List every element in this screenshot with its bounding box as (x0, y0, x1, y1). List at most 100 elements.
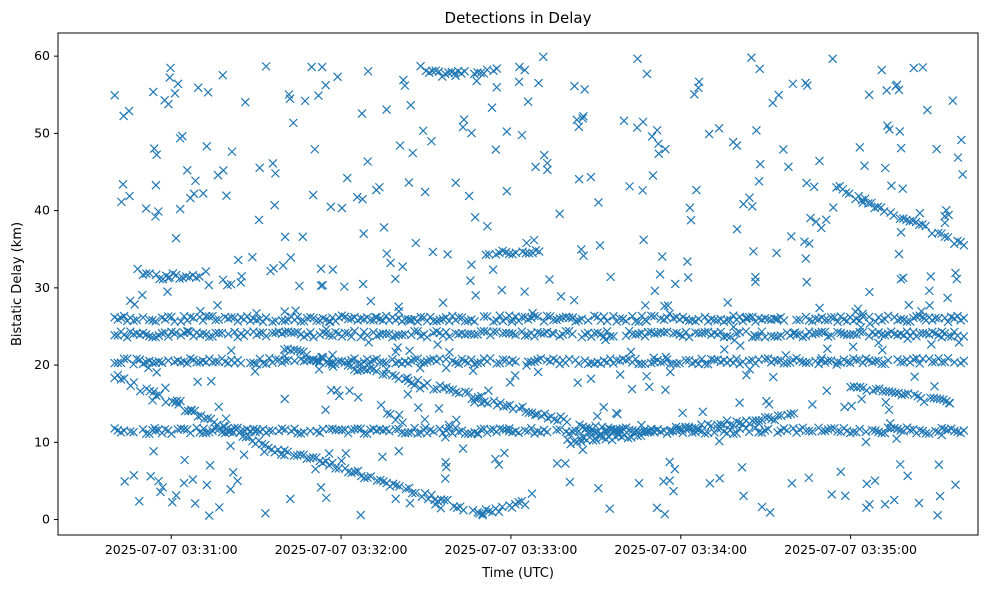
data-point (876, 202, 886, 212)
y-tick-label: 30 (34, 280, 50, 295)
data-point (405, 315, 415, 325)
data-point (802, 81, 812, 90)
data-point (514, 77, 524, 87)
data-point (784, 162, 793, 172)
data-point (660, 301, 669, 311)
data-point (865, 287, 874, 297)
data-point (484, 506, 494, 516)
data-point (924, 286, 934, 296)
data-point (211, 328, 221, 338)
data-point (836, 467, 846, 477)
data-point (413, 375, 423, 385)
data-point (949, 426, 959, 436)
x-tick-label: 2025-07-07 03:34:00 (614, 542, 747, 557)
y-tick-label: 50 (34, 125, 50, 140)
data-point (337, 425, 347, 435)
data-point (407, 488, 417, 498)
data-point (296, 316, 306, 326)
data-point (847, 401, 857, 411)
data-point (654, 149, 664, 159)
data-point (542, 311, 552, 321)
data-point (125, 296, 135, 306)
plot-area-frame (57, 32, 979, 536)
data-point (353, 424, 363, 433)
data-point (583, 315, 593, 325)
data-point (353, 392, 363, 402)
data-point (337, 456, 346, 466)
data-point (627, 384, 637, 394)
data-point (163, 273, 173, 283)
data-point (682, 257, 692, 266)
data-point (222, 191, 231, 201)
data-point (520, 426, 530, 436)
data-point (855, 424, 865, 434)
data-point (171, 327, 181, 337)
data-point (316, 483, 326, 492)
data-point (852, 355, 861, 365)
data-point (394, 446, 404, 456)
data-point (590, 311, 599, 321)
data-point (633, 54, 642, 64)
data-point (479, 311, 489, 321)
data-point (394, 374, 404, 384)
data-point (754, 416, 764, 425)
data-point (844, 189, 854, 199)
data-point (816, 223, 826, 233)
data-point (180, 455, 190, 465)
data-point (631, 330, 640, 339)
data-point (744, 427, 754, 437)
data-point (191, 176, 200, 186)
data-point (880, 428, 890, 438)
data-point (918, 62, 928, 72)
data-point (873, 202, 883, 212)
data-point (458, 122, 468, 132)
data-point (542, 158, 552, 168)
data-point (236, 358, 246, 368)
data-point (441, 327, 451, 337)
data-point (153, 207, 163, 216)
data-point (751, 423, 760, 433)
data-point (286, 253, 296, 262)
data-point (420, 488, 430, 498)
data-point (365, 315, 375, 325)
data-point (213, 300, 223, 310)
data-point (198, 316, 208, 326)
data-point (532, 409, 542, 419)
data-point (495, 311, 505, 321)
data-point (391, 347, 401, 357)
data-point (151, 180, 161, 190)
data-point (155, 390, 164, 400)
data-point (283, 447, 293, 457)
data-point (119, 311, 129, 321)
data-point (817, 327, 827, 337)
data-point (910, 372, 920, 382)
data-point (129, 377, 139, 387)
data-point (154, 357, 164, 366)
data-point (642, 316, 652, 326)
data-point (953, 236, 962, 246)
data-point (883, 355, 893, 365)
y-axis-title: Bistatic Delay (km) (10, 222, 25, 346)
data-point (586, 374, 596, 384)
data-point (382, 249, 392, 259)
data-point (206, 376, 216, 386)
data-point (795, 315, 805, 325)
data-point (943, 293, 953, 303)
data-point (755, 159, 765, 169)
data-point (934, 460, 944, 470)
data-point (468, 366, 478, 376)
data-point (155, 274, 164, 284)
x-tick-label: 2025-07-07 03:32:00 (275, 542, 408, 557)
data-point (694, 425, 704, 435)
data-point (892, 434, 901, 444)
data-point (534, 247, 544, 256)
data-point (867, 425, 877, 435)
data-point (841, 188, 851, 198)
data-point (665, 367, 675, 377)
data-point (318, 280, 328, 290)
data-point (921, 428, 931, 438)
data-point (896, 143, 906, 153)
data-point (885, 418, 895, 428)
data-point (903, 471, 913, 481)
data-point (896, 314, 906, 324)
